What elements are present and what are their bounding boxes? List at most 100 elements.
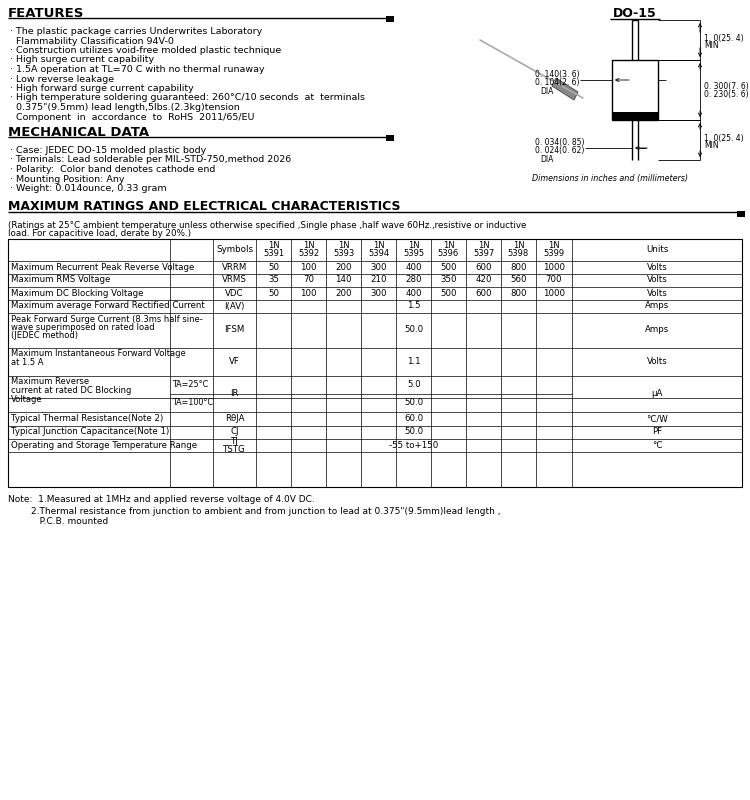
Text: Dimensions in inches and (millimeters): Dimensions in inches and (millimeters)	[532, 174, 688, 183]
Text: MIN: MIN	[704, 141, 718, 150]
Text: Volts: Volts	[646, 275, 668, 285]
Text: 2.Thermal resistance from junction to ambient and from junction to lead at 0.375: 2.Thermal resistance from junction to am…	[8, 506, 500, 515]
Text: 1N: 1N	[442, 242, 454, 250]
Text: VRRM: VRRM	[222, 262, 248, 271]
Text: 5391: 5391	[263, 249, 284, 258]
Text: · High surge current capability: · High surge current capability	[10, 55, 154, 65]
Text: 1N: 1N	[373, 242, 384, 250]
Text: 100: 100	[300, 262, 316, 271]
Text: Maximum Recurrent Peak Reverse Voltage: Maximum Recurrent Peak Reverse Voltage	[11, 262, 194, 271]
Bar	[386, 16, 394, 22]
Text: 35: 35	[268, 275, 279, 285]
Text: 0. 230(5. 6): 0. 230(5. 6)	[704, 90, 748, 99]
Text: 5395: 5395	[403, 249, 424, 258]
Text: FEATURES: FEATURES	[8, 7, 84, 20]
Text: 0. 034(0. 85): 0. 034(0. 85)	[535, 138, 584, 147]
Text: Maximum Reverse: Maximum Reverse	[11, 378, 89, 386]
Text: TA=100°C: TA=100°C	[172, 398, 213, 407]
Text: Maximum average Forward Rectified Current: Maximum average Forward Rectified Curren…	[11, 302, 205, 310]
Text: · High temperature soldering guaranteed: 260°C/10 seconds  at  terminals: · High temperature soldering guaranteed:…	[10, 94, 365, 102]
Text: 200: 200	[335, 262, 352, 271]
Text: Volts: Volts	[646, 262, 668, 271]
Text: 1N: 1N	[338, 242, 350, 250]
Text: 1N: 1N	[408, 242, 419, 250]
Text: 0. 140(3. 6): 0. 140(3. 6)	[535, 70, 580, 79]
Text: 5399: 5399	[544, 249, 565, 258]
Text: 50.0: 50.0	[404, 326, 424, 334]
Text: Voltage: Voltage	[11, 394, 43, 403]
Text: 5392: 5392	[298, 249, 319, 258]
Text: Maximum Instantaneous Forward Voltage: Maximum Instantaneous Forward Voltage	[11, 350, 186, 358]
Text: TSTG: TSTG	[224, 445, 246, 454]
Text: °C: °C	[652, 441, 662, 450]
Text: MECHANICAL DATA: MECHANICAL DATA	[8, 126, 149, 139]
Text: 50.0: 50.0	[404, 427, 424, 437]
Text: VF: VF	[229, 357, 240, 366]
Text: Maximum RMS Voltage: Maximum RMS Voltage	[11, 275, 110, 285]
Text: (JEDEC method): (JEDEC method)	[11, 331, 78, 341]
Text: IFSM: IFSM	[224, 326, 245, 334]
Text: 600: 600	[476, 289, 492, 298]
Text: 5397: 5397	[472, 249, 494, 258]
Text: TA=25°C: TA=25°C	[172, 380, 208, 389]
Text: · Mounting Position: Any: · Mounting Position: Any	[10, 174, 124, 183]
Text: 500: 500	[440, 262, 457, 271]
Text: 560: 560	[510, 275, 526, 285]
Text: Typical Thermal Resistance(Note 2): Typical Thermal Resistance(Note 2)	[11, 414, 164, 423]
Text: 5.0: 5.0	[407, 380, 421, 389]
Text: 420: 420	[476, 275, 492, 285]
Text: VDC: VDC	[225, 289, 244, 298]
Text: 400: 400	[405, 289, 422, 298]
Text: 200: 200	[335, 289, 352, 298]
Polygon shape	[552, 78, 578, 100]
Bar	[612, 60, 658, 120]
Text: 0. 024(0. 62): 0. 024(0. 62)	[535, 146, 584, 155]
Text: 1.1: 1.1	[407, 357, 421, 366]
Text: 500: 500	[440, 289, 457, 298]
Text: Flammability Classification 94V-0: Flammability Classification 94V-0	[10, 37, 174, 46]
Text: 50: 50	[268, 262, 279, 271]
Text: · Polarity:  Color band denotes cathode end: · Polarity: Color band denotes cathode e…	[10, 165, 215, 174]
Text: 300: 300	[370, 262, 387, 271]
Text: Peak Forward Surge Current (8.3ms half sine-: Peak Forward Surge Current (8.3ms half s…	[11, 314, 202, 323]
Text: P.C.B. mounted: P.C.B. mounted	[8, 518, 108, 526]
Text: I(AV): I(AV)	[224, 302, 245, 310]
Text: Maximum DC Blocking Voltage: Maximum DC Blocking Voltage	[11, 289, 143, 298]
Text: 350: 350	[440, 275, 457, 285]
Text: Amps: Amps	[645, 326, 669, 334]
Text: current at rated DC Blocking: current at rated DC Blocking	[11, 386, 131, 395]
Text: 1000: 1000	[543, 289, 565, 298]
Text: IR: IR	[230, 389, 238, 398]
Text: 5398: 5398	[508, 249, 530, 258]
Text: -55 to+150: -55 to+150	[389, 441, 439, 450]
Text: 5394: 5394	[368, 249, 389, 258]
Text: 1. 0(25. 4): 1. 0(25. 4)	[704, 134, 743, 142]
Text: 70: 70	[303, 275, 314, 285]
Text: MAXIMUM RATINGS AND ELECTRICAL CHARACTERISTICS: MAXIMUM RATINGS AND ELECTRICAL CHARACTER…	[8, 199, 400, 213]
Text: 1N: 1N	[478, 242, 489, 250]
Text: DIA: DIA	[540, 154, 554, 163]
Text: DO-15: DO-15	[614, 7, 657, 20]
Text: Units: Units	[646, 245, 668, 254]
Text: 1000: 1000	[543, 262, 565, 271]
Text: 5393: 5393	[333, 249, 354, 258]
Text: VRMS: VRMS	[222, 275, 247, 285]
Bar	[8, 238, 742, 486]
Text: · Case: JEDEC DO-15 molded plastic body: · Case: JEDEC DO-15 molded plastic body	[10, 146, 206, 155]
Text: · The plastic package carries Underwrites Laboratory: · The plastic package carries Underwrite…	[10, 27, 262, 36]
Bar	[386, 135, 394, 141]
Text: 1. 0(25. 4): 1. 0(25. 4)	[704, 34, 743, 42]
Text: 210: 210	[370, 275, 387, 285]
Text: · Terminals: Lead solderable per MIL-STD-750,method 2026: · Terminals: Lead solderable per MIL-STD…	[10, 155, 291, 165]
Text: · Construction utilizes void-free molded plastic technique: · Construction utilizes void-free molded…	[10, 46, 281, 55]
Text: CJ: CJ	[230, 427, 238, 437]
Text: 140: 140	[335, 275, 352, 285]
Text: · High forward surge current capability: · High forward surge current capability	[10, 84, 194, 93]
Bar	[612, 112, 658, 120]
Text: (Ratings at 25°C ambient temperature unless otherwise specified ,Single phase ,h: (Ratings at 25°C ambient temperature unl…	[8, 221, 526, 230]
Text: Note:  1.Measured at 1MHz and applied reverse voltage of 4.0V DC.: Note: 1.Measured at 1MHz and applied rev…	[8, 495, 315, 505]
Text: 800: 800	[510, 289, 526, 298]
Text: 50.0: 50.0	[404, 398, 424, 407]
Text: 700: 700	[546, 275, 562, 285]
Text: Volts: Volts	[646, 357, 668, 366]
